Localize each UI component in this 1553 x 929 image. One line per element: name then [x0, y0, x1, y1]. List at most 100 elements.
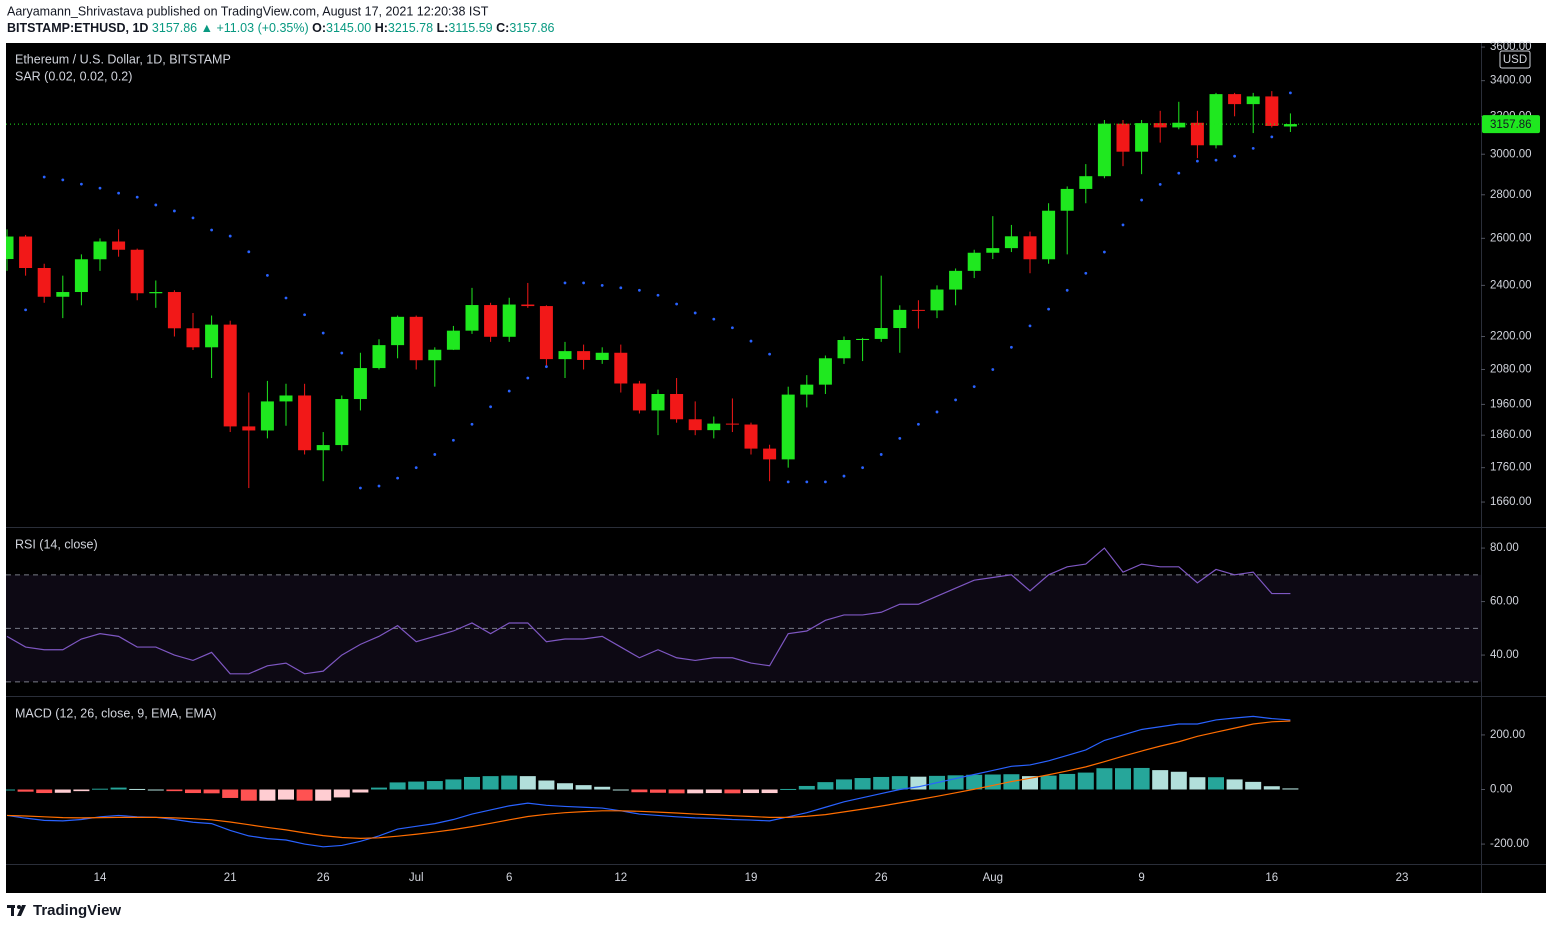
sar-dot [452, 438, 455, 442]
sar-dot [117, 191, 120, 195]
candle-body [186, 328, 200, 348]
sar-dot [154, 203, 158, 207]
candle-body [725, 423, 739, 425]
x-tick-label: 19 [745, 872, 758, 884]
y-tick-label: -200.00 [1490, 838, 1529, 850]
candle-body [1079, 176, 1093, 189]
sar-dot [489, 405, 492, 409]
candle-body [632, 383, 646, 411]
histogram-bar [426, 781, 443, 790]
histogram-bar [92, 788, 108, 790]
symbol: BITSTAMP:ETHUSD, 1D [7, 21, 148, 35]
sar-dot [210, 228, 214, 232]
sar-dot [545, 365, 548, 369]
candle-body [372, 345, 386, 369]
sar-dot [228, 234, 232, 238]
sar-dot [266, 274, 269, 277]
sar-dot [414, 466, 418, 470]
histogram-bar [705, 789, 722, 794]
candle-body [800, 384, 814, 395]
sar-dot [526, 376, 530, 380]
histogram-bar [1040, 775, 1057, 790]
candle-body [818, 358, 832, 385]
histogram-bar [1096, 768, 1113, 790]
sar-dot [1047, 307, 1050, 311]
sar-dot [1233, 154, 1236, 158]
sar-dot [303, 313, 306, 317]
sar-dot [693, 311, 697, 315]
chart-background [6, 43, 1546, 893]
sar-dot [619, 286, 623, 290]
series-line [6, 715, 1291, 848]
sar-dot [1103, 250, 1106, 254]
candle-body [391, 316, 405, 346]
candle-body [763, 448, 777, 460]
histogram-bar [240, 789, 257, 801]
x-tick-label: 26 [317, 872, 330, 884]
x-tick-label: 21 [224, 872, 237, 884]
histogram-bar [854, 778, 871, 790]
sar-dot [396, 476, 399, 480]
y-tick-label: 3400.00 [1490, 75, 1532, 87]
change: ▲ +11.03 (+0.35%) [201, 21, 309, 35]
candle-body [1172, 122, 1186, 128]
sar-dot [1084, 271, 1088, 275]
candle-body [1153, 123, 1167, 128]
histogram-bar [594, 786, 611, 790]
histogram-bar [222, 789, 239, 798]
y-tick-label: 60.00 [1490, 596, 1519, 608]
close-label: C: [496, 21, 509, 35]
sar-dot [954, 398, 957, 402]
sar-dot [321, 331, 325, 335]
candle-body [651, 394, 665, 411]
byline: Aaryamann_Shrivastava published on Tradi… [7, 4, 489, 18]
histogram-bar [185, 789, 201, 794]
candle-body [56, 292, 70, 297]
candle-body [1097, 123, 1111, 177]
sar-dot [359, 486, 362, 490]
sar-dot [1140, 198, 1143, 202]
sar-dot [1121, 223, 1125, 227]
x-tick-label: 6 [506, 872, 512, 884]
histogram-bar [1152, 770, 1169, 790]
histogram-bar [445, 779, 462, 790]
low-value: 3115.59 [448, 21, 492, 35]
sar-dot [1196, 159, 1199, 163]
histogram-bar [464, 776, 480, 790]
sar-dot [731, 326, 734, 330]
sar-dot [842, 474, 846, 478]
sar-dot [1289, 91, 1292, 95]
sar-dot [377, 484, 381, 488]
sar-dot [24, 308, 27, 312]
macd-pane [6, 715, 1299, 848]
histogram-bar [1077, 772, 1094, 790]
histogram-bar [1059, 773, 1076, 790]
candle-body [130, 249, 144, 294]
histogram-bar [315, 789, 332, 801]
candle-body [930, 289, 944, 311]
histogram-bar [408, 781, 425, 790]
y-tick-label: 2080.00 [1490, 364, 1532, 376]
histogram-bar [1208, 777, 1224, 790]
candle-body [37, 268, 51, 297]
sar-dot [1214, 158, 1218, 162]
candle-body [298, 395, 312, 451]
y-tick-label: 1660.00 [1490, 496, 1532, 508]
histogram-bar [54, 789, 71, 793]
histogram-bar [17, 789, 34, 792]
y-tick-label: 80.00 [1490, 542, 1519, 554]
x-tick-label: Aug [983, 872, 1003, 884]
sar-dot [749, 339, 753, 343]
pane-title: MACD (12, 26, close, 9, EMA, EMA) [15, 706, 216, 720]
sar-dot [824, 480, 827, 484]
candle-body [893, 309, 907, 329]
sar-dot [768, 352, 771, 356]
sar-dot [507, 389, 511, 393]
candle-body [502, 304, 516, 337]
x-tick-label: Jul [409, 872, 424, 884]
histogram-bar [389, 782, 406, 790]
candle-body [707, 423, 721, 431]
candle-body [260, 401, 274, 431]
